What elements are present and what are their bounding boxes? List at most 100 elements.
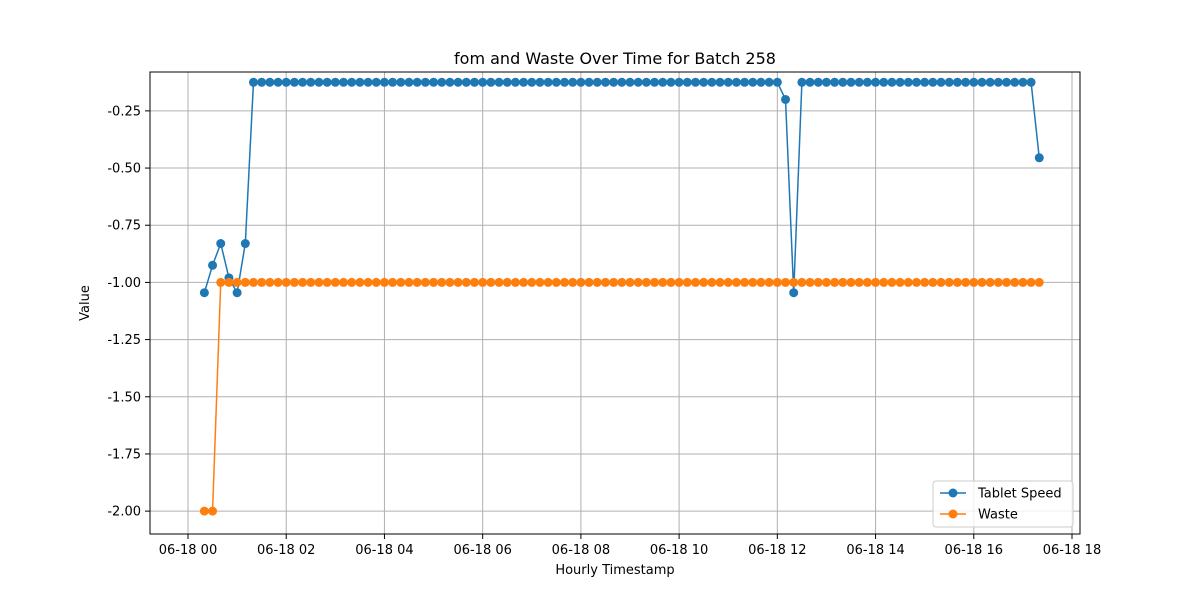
data-point: [666, 77, 676, 87]
data-point: [379, 277, 389, 287]
data-point: [314, 277, 324, 287]
data-point: [592, 277, 602, 287]
data-point: [371, 77, 381, 87]
data-point: [764, 77, 774, 87]
data-point: [404, 77, 414, 87]
data-point: [510, 77, 520, 87]
data-point: [568, 77, 578, 87]
data-point: [388, 77, 398, 87]
data-point: [469, 277, 479, 287]
data-point: [298, 77, 308, 87]
data-point: [502, 277, 512, 287]
data-point: [666, 277, 676, 287]
data-point: [257, 77, 267, 87]
data-point: [208, 506, 218, 516]
data-point: [920, 77, 930, 87]
data-point: [789, 288, 799, 298]
x-tick-label: 06-18 04: [355, 543, 413, 558]
data-point: [216, 239, 226, 249]
data-point: [862, 77, 872, 87]
series-tablet-speed: [199, 77, 1044, 298]
data-point: [699, 277, 709, 287]
data-point: [551, 77, 561, 87]
data-point: [478, 77, 488, 87]
x-tick-label: 06-18 18: [1043, 543, 1101, 558]
data-point: [903, 277, 913, 287]
legend-box: [932, 480, 1074, 528]
data-point: [330, 277, 340, 287]
legend-marker: [948, 509, 958, 519]
chart-title: fom and Waste Over Time for Batch 258: [454, 49, 776, 68]
data-point: [584, 277, 594, 287]
data-point: [429, 77, 439, 87]
data-point: [519, 277, 529, 287]
data-point: [969, 277, 979, 287]
data-point: [600, 277, 610, 287]
plot-frame: [149, 71, 1081, 535]
data-point: [756, 277, 766, 287]
x-tick-label: 06-18 12: [748, 543, 806, 558]
series-layer: [199, 77, 1044, 516]
data-point: [854, 277, 864, 287]
y-tick-label: -0.75: [107, 219, 141, 234]
data-point: [371, 277, 381, 287]
data-point: [592, 77, 602, 87]
data-point: [952, 277, 962, 287]
data-point: [838, 277, 848, 287]
data-point: [347, 277, 357, 287]
series-waste: [199, 277, 1044, 516]
data-point: [355, 77, 365, 87]
y-tick-label: -1.50: [107, 390, 141, 405]
data-point: [658, 277, 668, 287]
data-point: [1034, 153, 1044, 163]
data-point: [609, 277, 619, 287]
data-point: [658, 77, 668, 87]
data-point: [486, 77, 496, 87]
data-point: [289, 277, 299, 287]
data-point: [240, 239, 250, 249]
data-point: [429, 277, 439, 287]
data-point: [952, 77, 962, 87]
data-point: [609, 77, 619, 87]
data-point: [871, 77, 881, 87]
data-point: [789, 277, 799, 287]
data-point: [690, 277, 700, 287]
data-point: [740, 77, 750, 87]
data-point: [232, 277, 242, 287]
data-point: [281, 77, 291, 87]
data-point: [199, 288, 209, 298]
data-point: [265, 277, 275, 287]
data-point: [682, 77, 692, 87]
data-point: [830, 277, 840, 287]
data-point: [469, 77, 479, 87]
data-point: [576, 277, 586, 287]
data-point: [306, 277, 316, 287]
data-point: [879, 77, 889, 87]
data-point: [478, 277, 488, 287]
y-tick-label: -0.25: [107, 104, 141, 119]
data-point: [707, 277, 717, 287]
data-point: [412, 77, 422, 87]
data-point: [420, 277, 430, 287]
legend-marker: [948, 488, 958, 498]
data-point: [519, 77, 529, 87]
data-point: [772, 277, 782, 287]
data-point: [936, 277, 946, 287]
data-point: [813, 77, 823, 87]
data-point: [289, 77, 299, 87]
data-point: [690, 77, 700, 87]
data-point: [748, 277, 758, 287]
data-point: [208, 260, 218, 270]
data-point: [339, 77, 349, 87]
data-point: [330, 77, 340, 87]
data-point: [961, 277, 971, 287]
data-point: [396, 277, 406, 287]
data-point: [265, 77, 275, 87]
data-point: [985, 277, 995, 287]
x-tick-label: 06-18 08: [552, 543, 610, 558]
data-point: [510, 277, 520, 287]
data-point: [961, 77, 971, 87]
data-point: [723, 277, 733, 287]
data-point: [257, 277, 267, 287]
